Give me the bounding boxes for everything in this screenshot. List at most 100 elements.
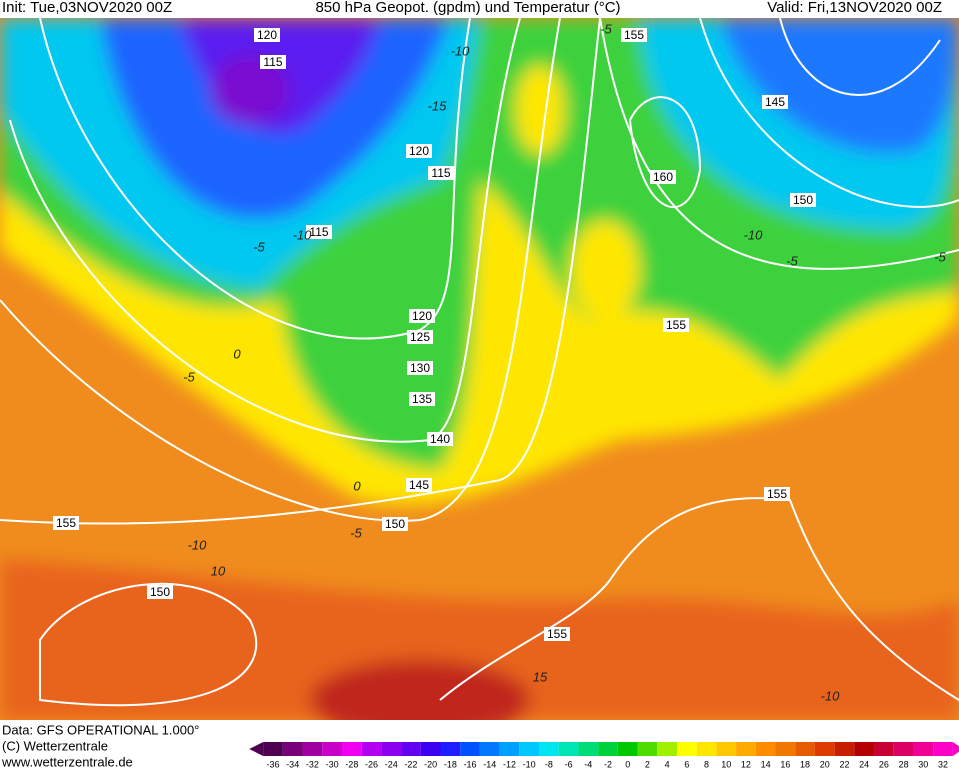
colorbar-swatch bbox=[322, 742, 342, 756]
colorbar-swatch bbox=[716, 742, 737, 756]
temperature-label: 10 bbox=[211, 563, 226, 578]
geopotential-label: 150 bbox=[793, 193, 813, 207]
colorbar-swatch bbox=[854, 742, 875, 756]
colorbar-tick-label: -10 bbox=[523, 759, 536, 769]
geopotential-label: 155 bbox=[547, 627, 567, 641]
temperature-label: -10 bbox=[293, 227, 313, 242]
colorbar-tick-label: -34 bbox=[286, 759, 299, 769]
colorbar-tick-label: -24 bbox=[385, 759, 398, 769]
colorbar-swatch bbox=[696, 742, 717, 756]
contour-label-box bbox=[53, 516, 79, 530]
colorbar-swatch bbox=[479, 742, 500, 756]
contour-label-box bbox=[260, 55, 286, 69]
isohypse bbox=[628, 96, 702, 209]
contour-label-box bbox=[147, 585, 173, 599]
geopotential-label: 160 bbox=[653, 170, 673, 184]
colorbar-tick-label: 28 bbox=[899, 759, 909, 769]
colorbar-swatch bbox=[282, 742, 303, 756]
colorbar-tick-label: -4 bbox=[584, 759, 592, 769]
field-hot bbox=[310, 660, 530, 720]
colorbar-tick-label: -12 bbox=[503, 759, 516, 769]
colorbar-swatch bbox=[499, 742, 520, 756]
data-source: Data: GFS OPERATIONAL 1.000° bbox=[2, 722, 199, 737]
colorbar-tick-label: 2 bbox=[645, 759, 650, 769]
geopotential-label: 155 bbox=[624, 28, 644, 42]
website: www.wetterzentrale.de bbox=[1, 754, 133, 769]
colorbar-tick-label: -26 bbox=[365, 759, 378, 769]
isohypse bbox=[9, 18, 521, 443]
isohypse bbox=[0, 18, 561, 522]
temperature-label: 0 bbox=[353, 478, 361, 493]
contour-label-box bbox=[409, 309, 435, 323]
geopotential-label: 120 bbox=[409, 144, 429, 158]
colorbar-tick-label: -28 bbox=[345, 759, 358, 769]
colorbar-tick-label: -20 bbox=[424, 759, 437, 769]
colorbar-swatch bbox=[755, 742, 776, 756]
isohypse bbox=[439, 497, 959, 701]
geopotential-label: 115 bbox=[431, 166, 450, 180]
colorbar-tick-label: -22 bbox=[404, 759, 417, 769]
colorbar-tick-label: -18 bbox=[444, 759, 457, 769]
colorbar-swatch bbox=[913, 742, 934, 756]
field-yellow-patch bbox=[515, 65, 565, 155]
contour-label-box bbox=[409, 392, 435, 406]
isohypse bbox=[779, 18, 941, 96]
colorbar: -36 -34 -32 -30 -28 -26 -24 -22 -20 -18 -16 -14 -12-… bbox=[249, 742, 959, 769]
colorbar-swatch bbox=[578, 742, 599, 756]
colorbar-tick-label: -2 bbox=[604, 759, 612, 769]
colorbar-swatch bbox=[874, 742, 894, 756]
colorbar-tick-label: -36 bbox=[266, 759, 279, 769]
temperature-label: -15 bbox=[428, 98, 448, 113]
colorbar-tick-label: 18 bbox=[800, 759, 810, 769]
geopotential-label: 150 bbox=[150, 585, 170, 599]
colorbar-tick-label: -8 bbox=[545, 759, 553, 769]
temperature-label: -5 bbox=[350, 525, 362, 540]
colorbar-tick-label: 4 bbox=[665, 759, 670, 769]
colorbar-swatch bbox=[302, 742, 323, 756]
geopotential-label: 135 bbox=[412, 392, 432, 406]
geopotential-label: 150 bbox=[385, 517, 405, 531]
geopotential-label: 155 bbox=[56, 516, 76, 530]
geopotential-label: 145 bbox=[765, 95, 785, 109]
temperature-label: -10 bbox=[744, 227, 764, 242]
init-time: Init: Tue,03NOV2020 00Z bbox=[2, 0, 172, 16]
colorbar-swatch bbox=[460, 742, 480, 756]
colorbar-tick-label: 14 bbox=[761, 759, 771, 769]
isohypse bbox=[39, 582, 257, 707]
contour-label-box bbox=[407, 361, 433, 375]
contour-label-box bbox=[427, 432, 453, 446]
contour-label-box bbox=[650, 170, 676, 184]
colorbar-tick-label: -16 bbox=[464, 759, 477, 769]
geopotential-label: 120 bbox=[412, 309, 432, 323]
contour-label-box bbox=[406, 144, 432, 158]
geopotential-label: 125 bbox=[410, 330, 430, 344]
colorbar-swatch bbox=[401, 742, 421, 756]
map-title: 850 hPa Geopot. (gpdm) und Temperatur (°… bbox=[315, 0, 620, 16]
temperature-label: 0 bbox=[233, 346, 241, 361]
isohypse bbox=[39, 18, 471, 340]
isohypses bbox=[0, 18, 959, 707]
valid-time: Valid: Fri,13NOV2020 00Z bbox=[767, 0, 942, 16]
colorbar-swatch bbox=[676, 742, 697, 756]
colorbar-swatch bbox=[814, 742, 835, 756]
colorbar-swatch bbox=[381, 742, 402, 756]
colorbar-swatch bbox=[263, 742, 283, 756]
copyright: (C) Wetterzentrale bbox=[2, 738, 108, 753]
colorbar-swatch bbox=[558, 742, 579, 756]
contour-label-box bbox=[306, 225, 332, 239]
temperature-label: -5 bbox=[786, 253, 798, 268]
colorbar-swatch bbox=[341, 742, 362, 756]
colorbar-swatch bbox=[361, 742, 382, 756]
colorbar-tick-label: 20 bbox=[820, 759, 830, 769]
geopotential-label: 155 bbox=[666, 318, 686, 332]
temperature-label: 15 bbox=[533, 669, 548, 684]
colorbar-tick-label: -30 bbox=[326, 759, 339, 769]
colorbar-tick-label: 8 bbox=[704, 759, 709, 769]
geopotential-label: 115 bbox=[263, 55, 282, 69]
colorbar-swatch bbox=[519, 742, 540, 756]
isohypse bbox=[699, 18, 959, 208]
contour-label-box bbox=[762, 95, 788, 109]
field-blue bbox=[720, 18, 959, 154]
